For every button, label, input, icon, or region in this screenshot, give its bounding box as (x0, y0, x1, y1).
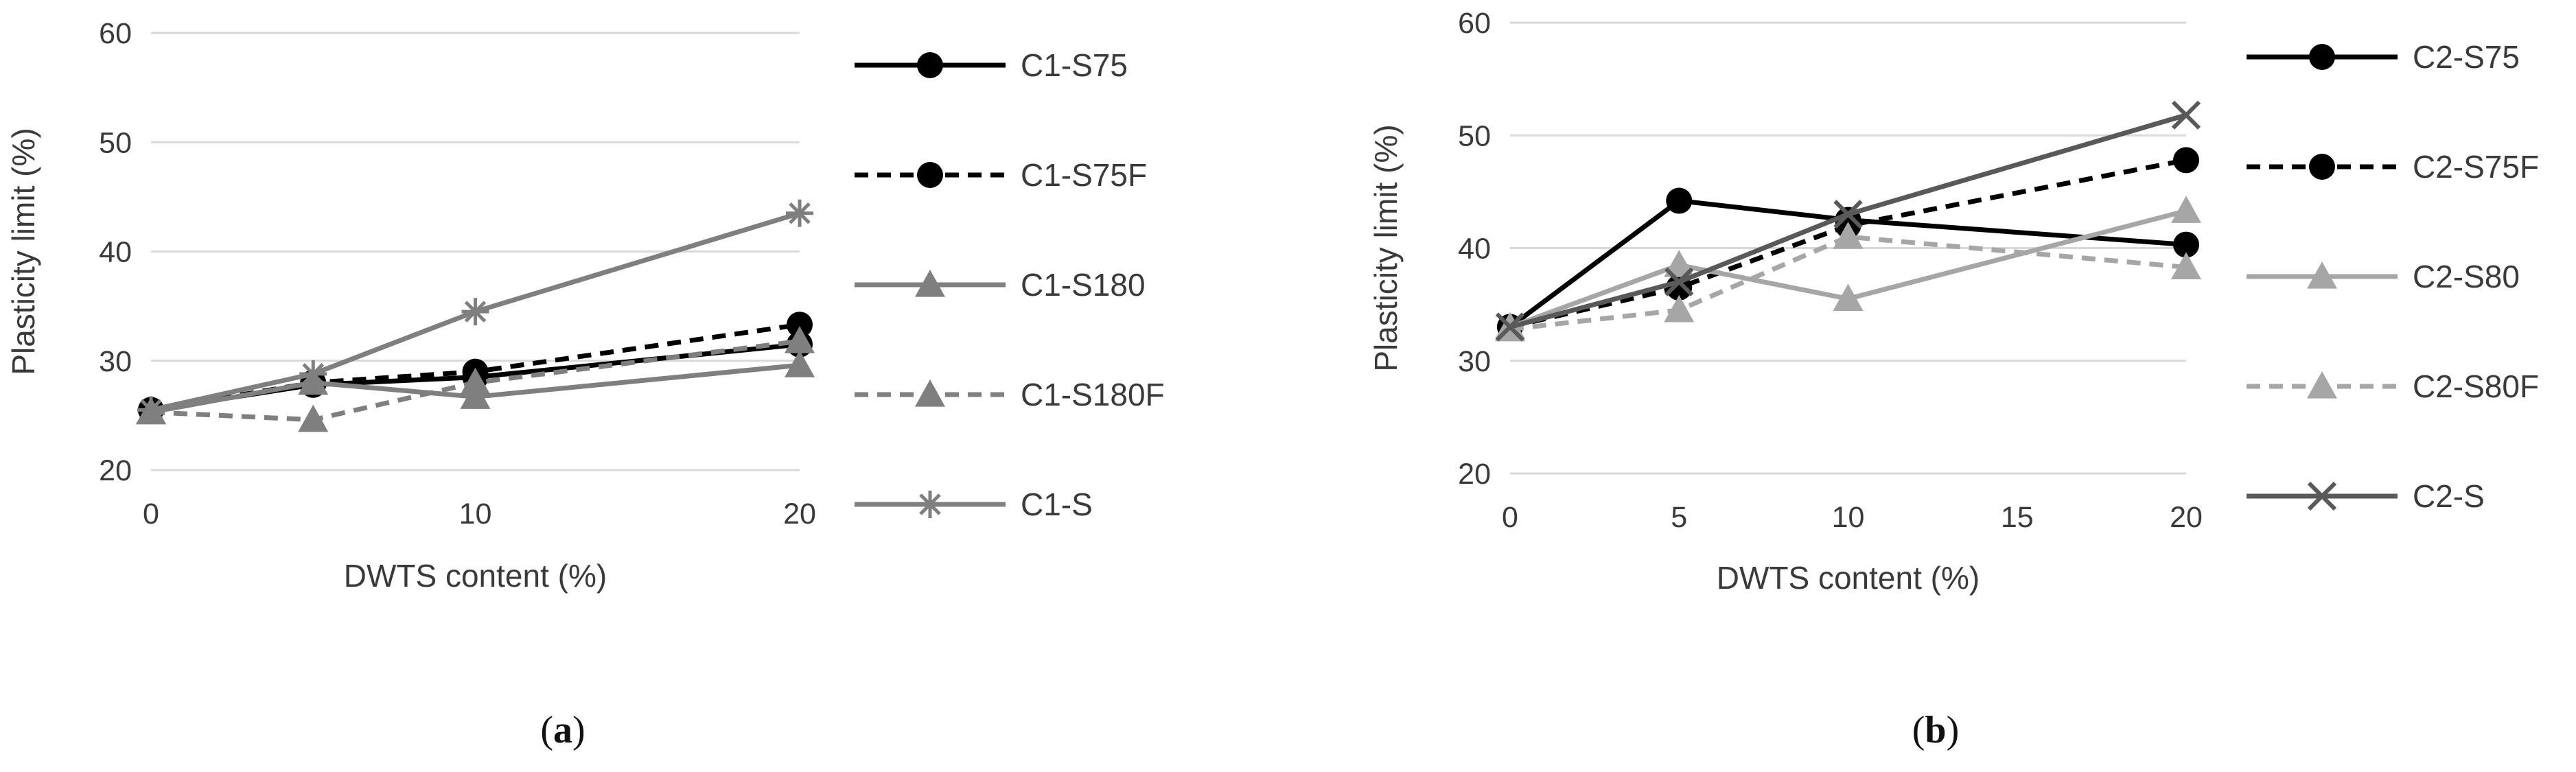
x-tick-label: 15 (2001, 501, 2034, 534)
x-tick-label: 10 (459, 498, 492, 530)
legend-entry: C2-S75F (2247, 149, 2539, 185)
series-line (1509, 113, 2187, 329)
legend-marker (915, 270, 945, 297)
data-point (787, 312, 813, 338)
legend-marker (2307, 261, 2337, 289)
data-point (786, 199, 813, 227)
data-point (2171, 100, 2201, 130)
y-tick-label: 50 (1458, 119, 1491, 152)
y-tick-label: 20 (99, 454, 132, 487)
y-tick-label: 20 (1458, 458, 1491, 491)
data-point (1664, 294, 1695, 323)
x-tick-label: 10 (1832, 501, 1865, 534)
panel-caption: (b) (1912, 709, 1959, 751)
legend-label: C1-S180F (1021, 377, 1165, 412)
legend-marker (2309, 154, 2335, 180)
data-point (2173, 147, 2199, 174)
legend-entry: C2-S (2247, 478, 2485, 514)
data-point (1666, 187, 1693, 214)
legend-label: C1-S180 (1021, 267, 1146, 303)
data-point (1833, 200, 1863, 229)
series-C1-S (137, 199, 813, 424)
series-line (1509, 234, 2187, 332)
legend-label: C1-S (1021, 487, 1093, 522)
legend-entry: C2-S80 (2247, 259, 2520, 294)
data-point (137, 396, 165, 424)
panel-letter: a (553, 709, 572, 751)
y-tick-label: 40 (99, 236, 132, 269)
legend-marker (2307, 481, 2337, 511)
legend-label: C2-S80F (2413, 369, 2539, 404)
data-point (2173, 231, 2199, 258)
series-line (1509, 157, 2187, 329)
legend-entry: C2-S75 (2247, 39, 2520, 75)
data-point (2171, 252, 2201, 280)
legend-entry: C1-S75F (855, 157, 1147, 193)
data-point (785, 350, 815, 377)
series-line (150, 362, 800, 415)
series-C2-S (1495, 100, 2201, 342)
x-tick-label: 0 (1502, 501, 1518, 534)
y-axis-title: Plasticity limit (%) (5, 128, 41, 375)
data-point (1495, 312, 1525, 342)
legend-marker (916, 491, 944, 518)
legend-label: C2-S75F (2413, 149, 2539, 185)
series-line (150, 338, 800, 423)
x-tick-label: 5 (1671, 501, 1687, 534)
legend-marker (917, 162, 943, 188)
x-tick-label: 0 (143, 498, 159, 530)
series-C1-S180F (136, 326, 815, 432)
legend-label: C1-S75F (1021, 157, 1147, 193)
legend-label: C2-S (2413, 478, 2485, 514)
legend-label: C1-S75 (1021, 47, 1128, 83)
x-axis-title: DWTS content (%) (1717, 560, 1980, 596)
data-point (785, 326, 815, 353)
y-tick-label: 30 (1458, 345, 1491, 378)
data-point (461, 298, 489, 326)
data-point (2171, 196, 2201, 223)
y-tick-label: 60 (99, 17, 132, 50)
legend-entry: C1-S75 (855, 47, 1128, 83)
series-line (1508, 198, 2187, 329)
data-point (460, 382, 491, 409)
legend-marker (2307, 371, 2337, 399)
data-point (298, 404, 329, 432)
x-axis-title: DWTS content (%) (344, 558, 607, 594)
legend-marker (915, 379, 945, 407)
legend-entry: C2-S80F (2247, 369, 2539, 404)
y-tick-label: 60 (1458, 7, 1491, 40)
legend-entry: C1-S180 (855, 267, 1146, 303)
y-tick-label: 40 (1458, 233, 1491, 266)
legend-marker (917, 52, 943, 78)
y-tick-label: 50 (99, 126, 132, 159)
series-line (150, 211, 801, 412)
legend-entry: C1-S (855, 487, 1093, 522)
x-tick-label: 20 (2170, 501, 2203, 534)
data-point (1664, 267, 1694, 296)
panel-caption: (a) (540, 709, 585, 751)
chart-panel-b: 20 30 40 50 60 0 5 10 15 20 DWTS content (%) Plasti… (1368, 7, 2539, 751)
y-tick-label: 30 (99, 345, 132, 378)
data-point (460, 367, 491, 395)
y-axis-title: Plasticity limit (%) (1368, 124, 1404, 371)
legend-label: C2-S80 (2413, 259, 2520, 294)
data-point (1833, 283, 1864, 312)
chart-panel-a: 20 30 40 50 60 0 10 20 DWTS content (%) Plasticit… (5, 17, 1165, 751)
legend-entry: C1-S180F (855, 377, 1165, 412)
data-point (299, 360, 327, 388)
series-line (1509, 208, 2187, 329)
legend-label: C2-S75 (2413, 39, 2520, 75)
x-tick-label: 20 (783, 498, 816, 530)
data-point (1833, 222, 1864, 249)
panel-letter: b (1925, 709, 1946, 751)
legend-marker (2309, 44, 2335, 70)
data-point (1664, 250, 1695, 277)
